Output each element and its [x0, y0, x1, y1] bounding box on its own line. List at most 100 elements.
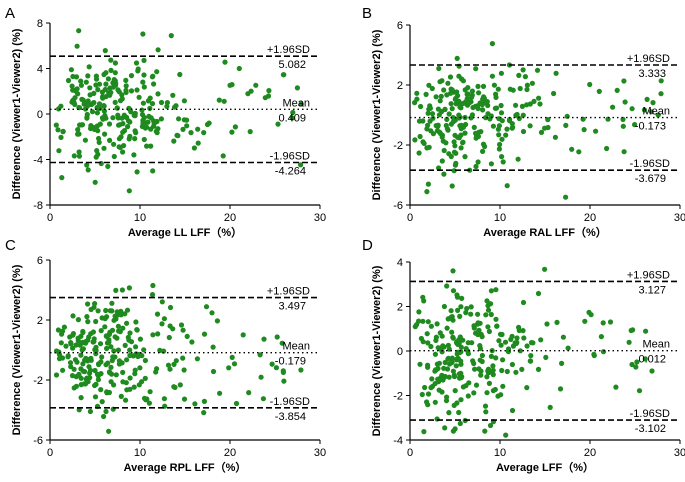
data-point [436, 112, 442, 118]
data-point [222, 59, 228, 65]
y-tick-label: 4 [37, 64, 43, 76]
data-point [123, 89, 129, 95]
data-point [275, 121, 281, 127]
data-point [96, 101, 103, 107]
data-point [480, 83, 487, 89]
line-mean-value: 0.012 [638, 354, 666, 366]
data-point [85, 319, 91, 325]
data-point [85, 101, 92, 107]
data-point [201, 410, 207, 416]
data-point [164, 100, 170, 106]
data-point [76, 149, 82, 155]
data-point [520, 299, 527, 306]
data-point [493, 355, 499, 361]
data-point [92, 394, 99, 400]
data-point [488, 353, 494, 359]
data-point [55, 327, 62, 333]
line-upper-value: 3.333 [638, 68, 666, 80]
data-point [466, 380, 472, 386]
data-point [175, 133, 181, 139]
data-point [479, 102, 485, 108]
data-point [447, 74, 454, 80]
data-point [92, 367, 98, 374]
data-point [105, 360, 111, 366]
data-point [154, 130, 160, 136]
data-point [176, 116, 182, 122]
data-point [473, 130, 479, 136]
data-point [500, 357, 506, 363]
data-point [139, 123, 145, 130]
scatter-points [412, 41, 664, 200]
data-point [232, 124, 238, 130]
data-point [483, 312, 489, 318]
data-point [441, 87, 447, 93]
data-point [188, 130, 194, 136]
y-tick-label: 2 [37, 315, 43, 327]
data-point [449, 355, 455, 361]
data-point [482, 403, 489, 409]
y-tick-label: 0 [397, 346, 403, 358]
data-point [475, 83, 481, 89]
data-point [120, 149, 126, 155]
data-point [73, 342, 79, 348]
data-point [170, 326, 176, 332]
data-point [479, 334, 485, 340]
data-point [427, 103, 433, 109]
data-point [87, 92, 93, 98]
data-point [440, 343, 446, 349]
data-point [527, 123, 533, 129]
data-point [149, 292, 156, 298]
data-point [425, 340, 431, 346]
data-point [469, 88, 475, 94]
data-point [133, 130, 139, 136]
data-point [75, 317, 81, 323]
data-point [69, 83, 75, 89]
data-point [105, 163, 111, 169]
data-point [184, 123, 190, 129]
data-point [474, 103, 481, 109]
data-point [120, 325, 126, 331]
data-point [280, 369, 286, 375]
panel-letter: A [5, 5, 15, 22]
data-point [94, 110, 100, 116]
data-point [116, 328, 122, 334]
y-tick-label: 2 [397, 80, 403, 92]
data-point [108, 364, 114, 370]
data-point [147, 105, 153, 111]
data-point [133, 344, 139, 350]
data-point [78, 395, 84, 401]
data-point [436, 387, 442, 393]
y-axis-label: Difference (Viewer1-Viewer2) (%) [11, 28, 23, 199]
data-point [475, 320, 481, 326]
data-point [424, 145, 430, 151]
data-point [459, 295, 465, 301]
data-point [148, 143, 154, 149]
data-point [472, 366, 478, 372]
data-point [180, 327, 186, 333]
data-point [650, 100, 656, 106]
data-point [642, 356, 648, 362]
data-point [123, 77, 129, 83]
data-point [452, 143, 458, 149]
data-point [425, 110, 431, 116]
data-point [279, 340, 285, 346]
data-point [153, 369, 159, 375]
data-point [538, 337, 544, 343]
data-point [126, 188, 132, 194]
data-point [450, 268, 456, 274]
y-tick-label: 6 [37, 255, 43, 267]
data-point [517, 348, 523, 354]
data-point [433, 334, 439, 340]
data-point [629, 361, 635, 368]
line-mean-label: Mean [642, 106, 670, 118]
data-point [644, 96, 650, 102]
data-point [151, 123, 157, 129]
data-point [600, 349, 607, 355]
data-point [247, 129, 253, 135]
data-point [109, 327, 116, 333]
data-point [446, 151, 452, 157]
data-point [103, 70, 109, 76]
data-point [591, 352, 597, 359]
data-point [110, 115, 116, 121]
data-point [444, 325, 450, 331]
